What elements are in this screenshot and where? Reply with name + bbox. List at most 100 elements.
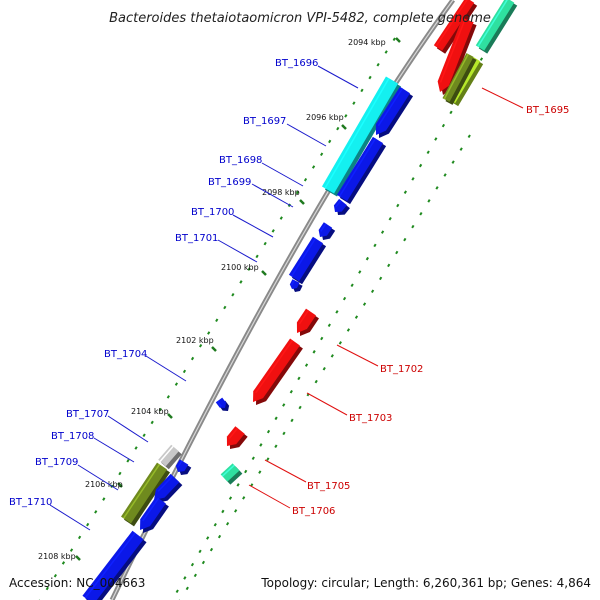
gene-bt-1698-blue[interactable]	[336, 136, 387, 205]
guide-dot	[213, 522, 217, 527]
genome-title: Bacteroides thetaiotaomicron VPI-5482, c…	[109, 11, 491, 26]
gene-label-bt-1708[interactable]: BT_1708	[51, 431, 94, 442]
guide-dot	[142, 433, 146, 437]
guide-dot	[271, 229, 275, 233]
gene-label-bt-1699[interactable]: BT_1699	[208, 177, 251, 188]
guide-dot	[320, 336, 324, 341]
gene-label-bt-1710[interactable]: BT_1710	[9, 497, 52, 508]
guide-dot	[298, 405, 302, 410]
gene-bt-1703-red[interactable]	[253, 338, 303, 405]
gene-bt-1702-red[interactable]	[296, 308, 319, 336]
gene-label-bt-1698[interactable]: BT_1698	[219, 155, 262, 166]
guide-dot	[185, 586, 189, 591]
tick-marks	[75, 37, 401, 561]
gene-label-bt-1703[interactable]: BT_1703	[349, 413, 392, 424]
gene-bt-1704-blue[interactable]	[215, 397, 230, 411]
guide-dot	[322, 366, 326, 371]
guide-dot	[370, 289, 375, 294]
guide-dot	[207, 331, 211, 335]
guide-dot	[190, 562, 195, 567]
guide-dot	[303, 177, 308, 182]
guide-dot	[118, 471, 122, 476]
gene-label-bt-1705[interactable]: BT_1705	[307, 481, 350, 492]
guide-dot	[368, 75, 372, 80]
guide-dot	[263, 241, 267, 246]
guide-dot	[94, 510, 98, 514]
tick-label: 2098 kbp	[262, 188, 300, 197]
guide-dot	[182, 369, 187, 374]
gene-bt-1709b-blue[interactable]	[140, 496, 169, 533]
guide-dot	[174, 382, 179, 386]
gene-bt-1693-red[interactable]	[433, 0, 478, 54]
gene-label-bt-1702[interactable]: BT_1702	[380, 364, 423, 375]
guide-dot	[358, 270, 362, 274]
guide-dot	[209, 547, 214, 552]
gene-bt-1709-blue[interactable]	[154, 473, 183, 503]
guide-dot	[290, 418, 294, 423]
gene-label-bt-1709[interactable]: BT_1709	[35, 457, 78, 468]
guide-dot	[346, 328, 351, 332]
gene-bt-1699-blue[interactable]	[333, 198, 350, 215]
guide-dot	[193, 573, 197, 578]
guide-dot	[234, 509, 238, 513]
guide-dot	[183, 576, 187, 580]
gene-top-red[interactable]	[437, 17, 477, 95]
guide-dot	[201, 560, 206, 565]
gene-bt-1707-blue[interactable]	[175, 459, 192, 475]
gene-bt-1700-blue[interactable]	[318, 222, 336, 240]
gene-bt-1701b-blue[interactable]	[289, 279, 303, 292]
guide-dot	[61, 561, 66, 565]
guide-dot	[384, 50, 388, 54]
gene-bt-1701-blue[interactable]	[288, 236, 327, 285]
guide-dot	[45, 586, 49, 591]
gene-label-bt-1700[interactable]: BT_1700	[191, 207, 234, 218]
guide-dot	[435, 186, 439, 190]
guide-dot	[392, 37, 396, 42]
guide-dot	[134, 446, 138, 450]
gene-label-bt-1696[interactable]: BT_1696	[275, 58, 318, 69]
accession-text: Accession: NC_004663	[9, 576, 145, 590]
guide-dot	[221, 509, 225, 514]
gene-label-bt-1706[interactable]: BT_1706	[292, 506, 335, 517]
gene-bt-1697-blue[interactable]	[375, 86, 414, 138]
gene-label-bt-1697[interactable]: BT_1697	[243, 116, 286, 127]
gene-bt-1696-cyan[interactable]	[321, 76, 402, 197]
gene-bt-1707-grey[interactable]	[158, 444, 182, 470]
guide-dot	[328, 139, 332, 144]
leader-lines-left	[49, 65, 359, 531]
guide-dot	[362, 302, 367, 306]
gene-bt-1706-teal[interactable]	[220, 463, 243, 485]
gene-features	[82, 0, 518, 600]
gene-label-bt-1704[interactable]: BT_1704	[104, 349, 147, 360]
guide-dot	[418, 163, 423, 168]
guide-dot	[352, 101, 356, 105]
guide-dot	[175, 589, 179, 594]
guide-dot	[158, 407, 162, 412]
guide-dot	[289, 389, 293, 394]
guide-dot	[282, 403, 286, 407]
guide-dot	[266, 457, 270, 461]
tick-label: 2106 kbp	[85, 480, 123, 489]
gene-bt-1694-teal[interactable]	[475, 0, 518, 54]
gene-bt-1705-red[interactable]	[226, 426, 248, 449]
gene-bt-1710-blue[interactable]	[82, 530, 147, 600]
guide-dot	[199, 344, 203, 348]
guide-dot	[251, 456, 255, 460]
guide-dot	[126, 458, 130, 463]
leader-lines-right	[248, 87, 524, 509]
guide-dot	[403, 190, 407, 194]
tick-label: 2096 kbp	[306, 113, 344, 122]
guide-dot	[259, 443, 263, 447]
gene-bt-1708-olive[interactable]	[121, 462, 170, 527]
genome-info-text: Topology: circular; Length: 6,260,361 bp…	[260, 576, 591, 590]
guide-dot	[77, 535, 82, 540]
guide-dot	[314, 379, 318, 384]
guide-dot	[373, 243, 377, 248]
guide-dot	[426, 150, 430, 155]
gene-bt-1695-olive[interactable]	[442, 53, 477, 105]
gene-label-bt-1701[interactable]: BT_1701	[175, 233, 218, 244]
gene-label-bt-1707[interactable]: BT_1707	[66, 409, 109, 420]
guide-dot	[206, 536, 210, 540]
guide-dot	[223, 305, 227, 310]
gene-label-bt-1695[interactable]: BT_1695	[526, 105, 569, 116]
